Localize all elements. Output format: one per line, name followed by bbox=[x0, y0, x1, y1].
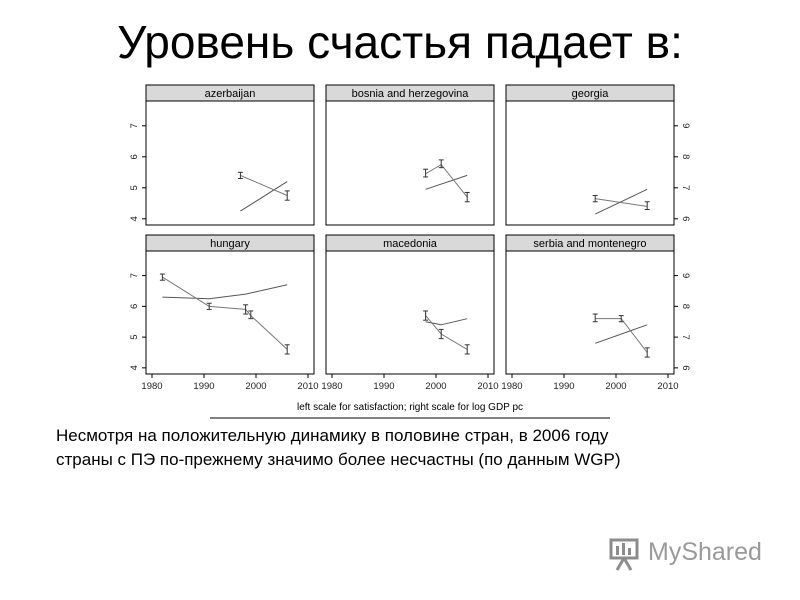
x-tick-label: 2000 bbox=[245, 381, 266, 392]
left-tick-label: 6 bbox=[129, 304, 140, 309]
plot-frame bbox=[145, 250, 315, 375]
right-tick-label: 9 bbox=[680, 123, 691, 128]
caption-line-2: страны с ПЭ по-прежнему значимо более не… bbox=[56, 450, 621, 469]
x-tick-label: 1980 bbox=[321, 381, 342, 392]
left-tick-label: 4 bbox=[129, 216, 140, 221]
satisfaction-error-bar bbox=[423, 168, 429, 178]
satisfaction-error-bar bbox=[423, 310, 429, 321]
gdp-series-line bbox=[240, 181, 288, 212]
x-tick-label: 1990 bbox=[373, 381, 394, 392]
left-tick-label: 5 bbox=[129, 185, 140, 190]
satisfaction-error-bar bbox=[644, 201, 650, 210]
satisfaction-error-bar bbox=[159, 273, 165, 281]
plot-frame bbox=[505, 100, 675, 226]
x-tick-label: 1980 bbox=[141, 381, 162, 392]
right-tick-label: 6 bbox=[680, 216, 691, 221]
x-tick-label: 2010 bbox=[477, 381, 498, 392]
satisfaction-error-bar bbox=[206, 302, 212, 310]
satisfaction-error-bar bbox=[464, 191, 470, 203]
myshared-logo: MyShared bbox=[608, 536, 768, 572]
x-tick-label: 2010 bbox=[297, 381, 318, 392]
panel-title: macedonia bbox=[383, 238, 438, 250]
left-tick-label: 6 bbox=[129, 154, 140, 159]
gdp-series-line bbox=[425, 318, 468, 326]
satisfaction-error-bar bbox=[438, 159, 444, 169]
panel-title: hungary bbox=[210, 238, 250, 250]
satisfaction-error-bar bbox=[618, 315, 624, 323]
right-tick-label: 8 bbox=[680, 154, 691, 159]
caption-line-1: Несмотря на положительную динамику в пол… bbox=[56, 426, 609, 445]
satisfaction-series-line bbox=[595, 318, 648, 353]
satisfaction-series-line bbox=[240, 174, 288, 196]
satisfaction-error-bar bbox=[248, 310, 254, 320]
panel-title: azerbaijan bbox=[205, 88, 256, 100]
small-multiples-chart: azerbaijan 4 5 6 7 bosnia and herzegovina geor… bbox=[129, 84, 691, 419]
satisfaction-error-bar bbox=[592, 195, 598, 203]
gdp-series-line bbox=[425, 174, 468, 190]
x-tick-label: 1990 bbox=[553, 381, 574, 392]
left-tick-label: 4 bbox=[129, 365, 140, 370]
right-tick-label: 7 bbox=[680, 185, 691, 190]
x-tick-label: 1980 bbox=[501, 381, 522, 392]
plot-frame bbox=[145, 100, 315, 226]
right-tick-label: 9 bbox=[680, 273, 691, 278]
logo-text: MyShared bbox=[648, 538, 762, 566]
gdp-series-line bbox=[162, 284, 288, 300]
x-tick-label: 2000 bbox=[425, 381, 446, 392]
satisfaction-error-bar bbox=[592, 313, 598, 323]
left-tick-label: 7 bbox=[129, 273, 140, 278]
plot-frame bbox=[325, 250, 495, 375]
x-tick-label: 2010 bbox=[657, 381, 678, 392]
satisfaction-series-line bbox=[162, 276, 288, 350]
satisfaction-series-line bbox=[425, 163, 468, 198]
satisfaction-error-bar bbox=[438, 328, 444, 340]
plot-frame bbox=[325, 100, 495, 226]
satisfaction-error-bar bbox=[464, 344, 470, 355]
satisfaction-error-bar bbox=[237, 171, 243, 179]
x-tick-label: 2000 bbox=[605, 381, 626, 392]
right-tick-label: 6 bbox=[680, 365, 691, 370]
gdp-series-line bbox=[594, 188, 648, 215]
right-tick-label: 8 bbox=[680, 304, 691, 309]
slide-caption: Несмотря на положительную динамику в пол… bbox=[56, 424, 756, 472]
satisfaction-error-bar bbox=[644, 347, 650, 358]
panel-title: serbia and montenegro bbox=[533, 238, 646, 250]
satisfaction-series-line bbox=[595, 198, 648, 207]
plot-frame bbox=[505, 250, 675, 375]
satisfaction-error-bar bbox=[284, 344, 290, 355]
gdp-series-line bbox=[595, 324, 648, 344]
presentation-board-icon bbox=[609, 538, 639, 571]
left-tick-label: 7 bbox=[129, 123, 140, 128]
left-tick-label: 5 bbox=[129, 334, 140, 339]
slide-title: Уровень счастья падает в: bbox=[117, 16, 683, 68]
satisfaction-error-bar bbox=[243, 304, 249, 315]
panel-title: georgia bbox=[572, 88, 610, 100]
chart-note: left scale for satisfaction; right scale… bbox=[297, 402, 523, 413]
right-tick-label: 7 bbox=[680, 334, 691, 339]
satisfaction-error-bar bbox=[284, 190, 290, 201]
panel-title: bosnia and herzegovina bbox=[352, 88, 470, 100]
x-tick-label: 1990 bbox=[193, 381, 214, 392]
